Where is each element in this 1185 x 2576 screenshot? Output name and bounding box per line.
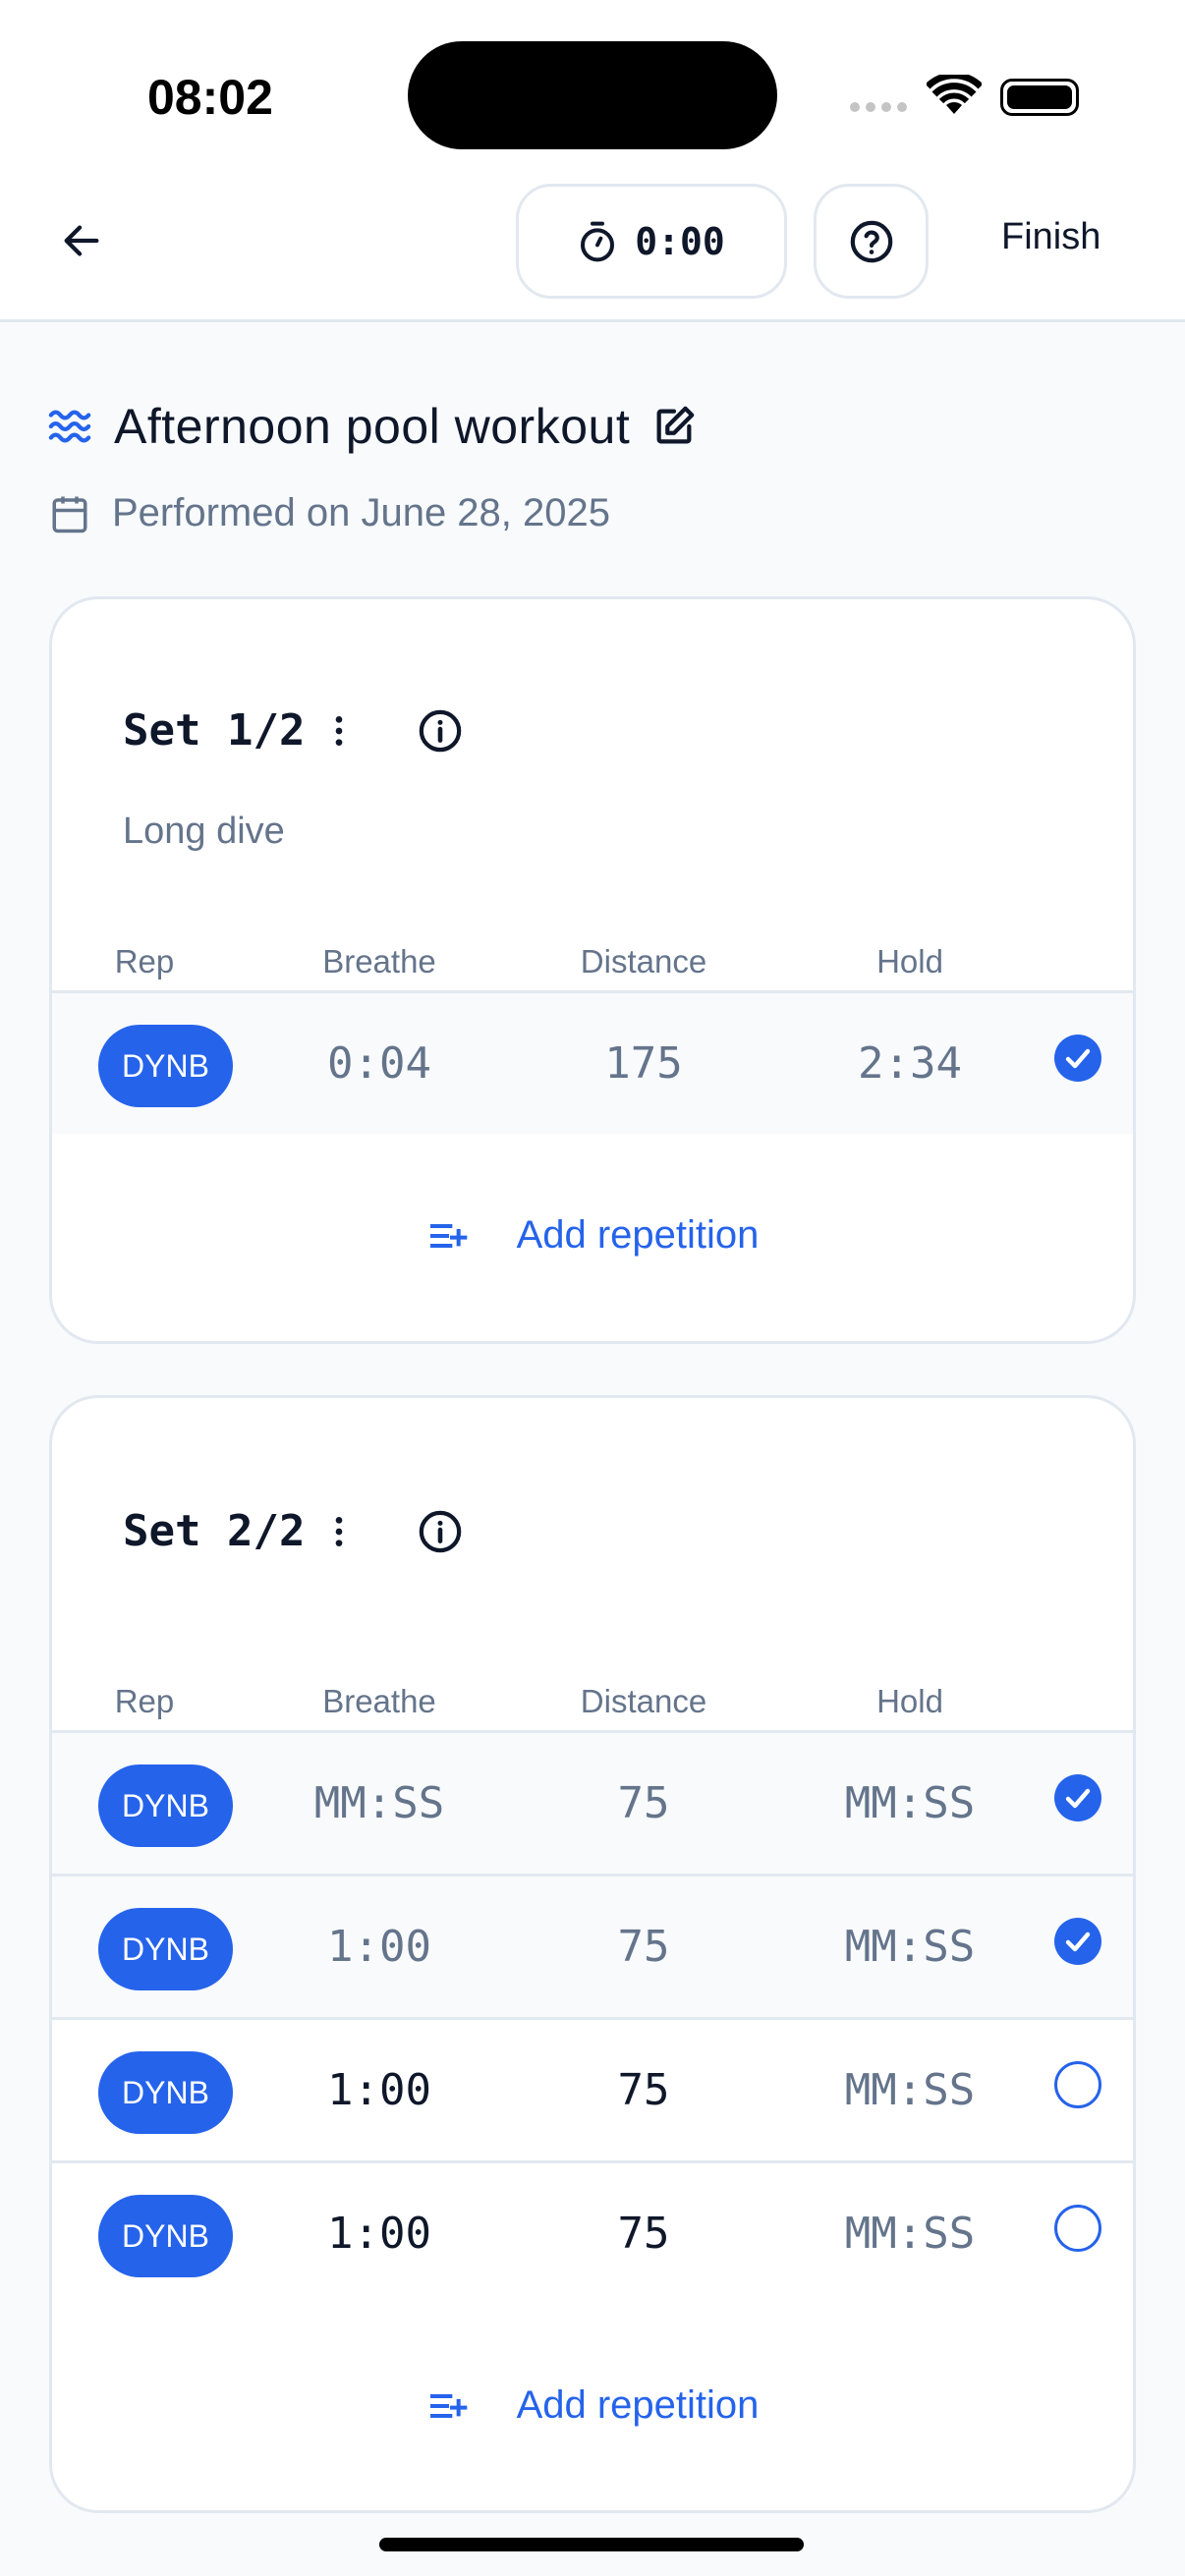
column-header: Rep [114,1683,175,1719]
column-header: Hold [876,1683,943,1719]
back-arrow-icon[interactable] [59,218,104,263]
top-bar: 08:02 0:00 Finish [0,0,1185,322]
workout-title: Afternoon pool workout [114,399,631,454]
column-header: Breathe [322,943,436,980]
add-repetition-label: Add repetition [516,2383,760,2427]
performed-date-row: Performed on June 28, 2025 [49,491,610,535]
hold-input[interactable]: MM:SS [844,2209,976,2259]
distance-input[interactable]: 75 [617,1778,670,1828]
waves-icon [48,410,91,443]
info-icon[interactable] [418,708,463,754]
status-time: 08:02 [147,70,273,125]
more-vertical-icon[interactable] [319,709,359,753]
breathe-input[interactable]: 1:00 [327,1922,431,1972]
column-header: Rep [114,943,175,980]
timer-value: 0:00 [635,219,725,263]
breathe-input[interactable]: 0:04 [327,1038,431,1089]
add-repetition-button[interactable]: Add repetition [52,2383,1133,2428]
more-vertical-icon[interactable] [319,1510,359,1553]
rep-type-badge[interactable]: DYNB [98,2195,233,2277]
help-icon [850,220,892,262]
rep-type-badge[interactable]: DYNB [98,2051,233,2134]
workout-title-row: Afternoon pool workout [47,398,697,455]
hold-input[interactable]: MM:SS [844,1778,976,1828]
stopwatch-icon [581,221,615,261]
empty-circle-checkbox[interactable] [1054,2205,1101,2252]
column-headers: Rep Breathe Distance Hold [52,1683,1133,1719]
distance-input[interactable]: 75 [617,2065,670,2115]
add-repetition-label: Add repetition [516,1213,760,1257]
add-repetition-button[interactable]: Add repetition [52,1213,1133,1258]
list-plus-icon [429,1223,467,1248]
column-header: Distance [580,943,707,980]
info-icon[interactable] [418,1509,463,1554]
finish-button[interactable]: Finish [1001,216,1101,257]
set-subtitle: Long dive [123,811,285,852]
set-label: Set 2/2 [123,1506,306,1556]
set-label: Set 1/2 [123,705,306,756]
column-header: Hold [876,943,943,980]
breathe-input[interactable]: MM:SS [313,1778,445,1828]
list-plus-icon [429,2393,467,2418]
battery-icon [1000,79,1079,116]
distance-input[interactable]: 75 [617,2209,670,2259]
wifi-icon [927,75,982,114]
hold-input[interactable]: 2:34 [858,1038,962,1089]
calendar-icon [52,496,87,532]
set-card: Set 1/2 Long dive Rep Breathe Distance Hold … [49,596,1136,1344]
rep-type-badge[interactable]: DYNB [98,1908,233,1990]
distance-input[interactable]: 175 [604,1038,683,1089]
signal-icon [850,102,907,112]
set-header: Set 1/2 [123,705,463,756]
set-header: Set 2/2 [123,1506,463,1556]
rep-row: DYNB 1:00 75 MM:SS [52,1874,1133,2017]
column-headers: Rep Breathe Distance Hold [52,943,1133,980]
hold-input[interactable]: MM:SS [844,2065,976,2115]
home-indicator [379,2538,804,2551]
rep-row: DYNB MM:SS 75 MM:SS [52,1730,1133,1874]
column-header: Breathe [322,1683,436,1719]
edit-icon[interactable] [651,404,697,449]
breathe-input[interactable]: 1:00 [327,2065,431,2115]
breathe-input[interactable]: 1:00 [327,2209,431,2259]
column-header: Distance [580,1683,707,1719]
timer-button[interactable]: 0:00 [516,184,787,299]
distance-input[interactable]: 75 [617,1922,670,1972]
set-card: Set 2/2 Rep Breathe Distance Hold DYNB MM:S… [49,1395,1136,2513]
hold-input[interactable]: MM:SS [844,1922,976,1972]
check-circle-icon[interactable] [1054,1918,1101,1965]
help-button[interactable] [814,184,929,299]
check-circle-icon[interactable] [1054,1035,1101,1082]
rep-row: DYNB 1:00 75 MM:SS [52,2017,1133,2160]
check-circle-icon[interactable] [1054,1774,1101,1821]
rep-row: DYNB 0:04 175 2:34 [52,990,1133,1134]
rep-type-badge[interactable]: DYNB [98,1764,233,1847]
empty-circle-checkbox[interactable] [1054,2061,1101,2108]
rep-type-badge[interactable]: DYNB [98,1025,233,1107]
performed-date: Performed on June 28, 2025 [112,491,611,534]
rep-row: DYNB 1:00 75 MM:SS [52,2160,1133,2304]
dynamic-island [408,41,777,149]
